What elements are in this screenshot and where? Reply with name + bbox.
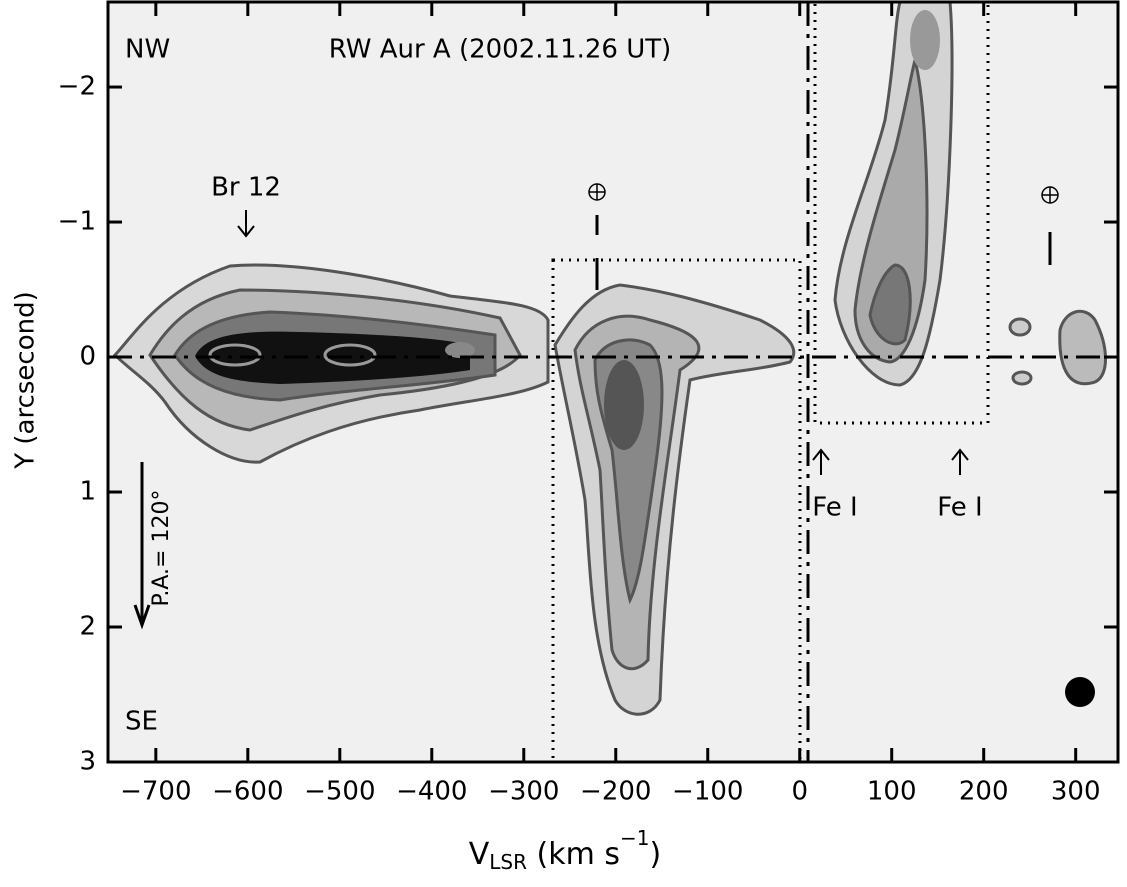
emission-contours xyxy=(112,0,1107,716)
x-tick-label: 300 xyxy=(1051,777,1101,807)
chart-title: RW Aur A (2002.11.26 UT) xyxy=(329,35,672,65)
plot-frame xyxy=(106,0,1120,764)
x-label-sup: −1 xyxy=(620,826,649,850)
x-label-sub: LSR xyxy=(489,850,527,874)
x-axis-label: VLSR (km s−1) xyxy=(469,826,661,874)
x-tick-label: 200 xyxy=(959,777,1009,807)
x-tick-label: −400 xyxy=(396,777,467,807)
x-label-part: ) xyxy=(650,837,662,872)
y-tick-label: −2 xyxy=(58,72,96,102)
line-label: Fe I xyxy=(812,493,857,523)
nw-label: NW xyxy=(125,35,170,65)
x-label-part: (km s xyxy=(527,837,620,872)
x-tick-label: 100 xyxy=(867,777,917,807)
y-tick-label: 3 xyxy=(79,747,96,777)
x-tick-label: 0 xyxy=(791,777,808,807)
pa-label: P.A.= 120° xyxy=(149,490,174,607)
y-tick-label: 0 xyxy=(79,342,96,372)
y-tick-label: −1 xyxy=(58,207,96,237)
line-label: Br 12 xyxy=(211,173,281,203)
line-label: Fe I xyxy=(937,493,982,523)
y-axis-label: Y (arcsecond) xyxy=(11,291,41,470)
x-tick-label: −600 xyxy=(212,777,283,807)
x-tick-label: −300 xyxy=(488,777,559,807)
y-tick-label: 2 xyxy=(79,612,96,642)
x-label-part: V xyxy=(469,837,490,872)
x-tick-label: −700 xyxy=(120,777,191,807)
x-tick-label: −500 xyxy=(304,777,375,807)
x-tick-label: −200 xyxy=(580,777,651,807)
axes: −700 −600 −500 −400 −300 −200 −100 0 100 200 300 −2… xyxy=(58,2,1118,807)
x-tick-label: −100 xyxy=(672,777,743,807)
se-label: SE xyxy=(125,707,158,737)
y-tick-label: 1 xyxy=(79,477,96,507)
